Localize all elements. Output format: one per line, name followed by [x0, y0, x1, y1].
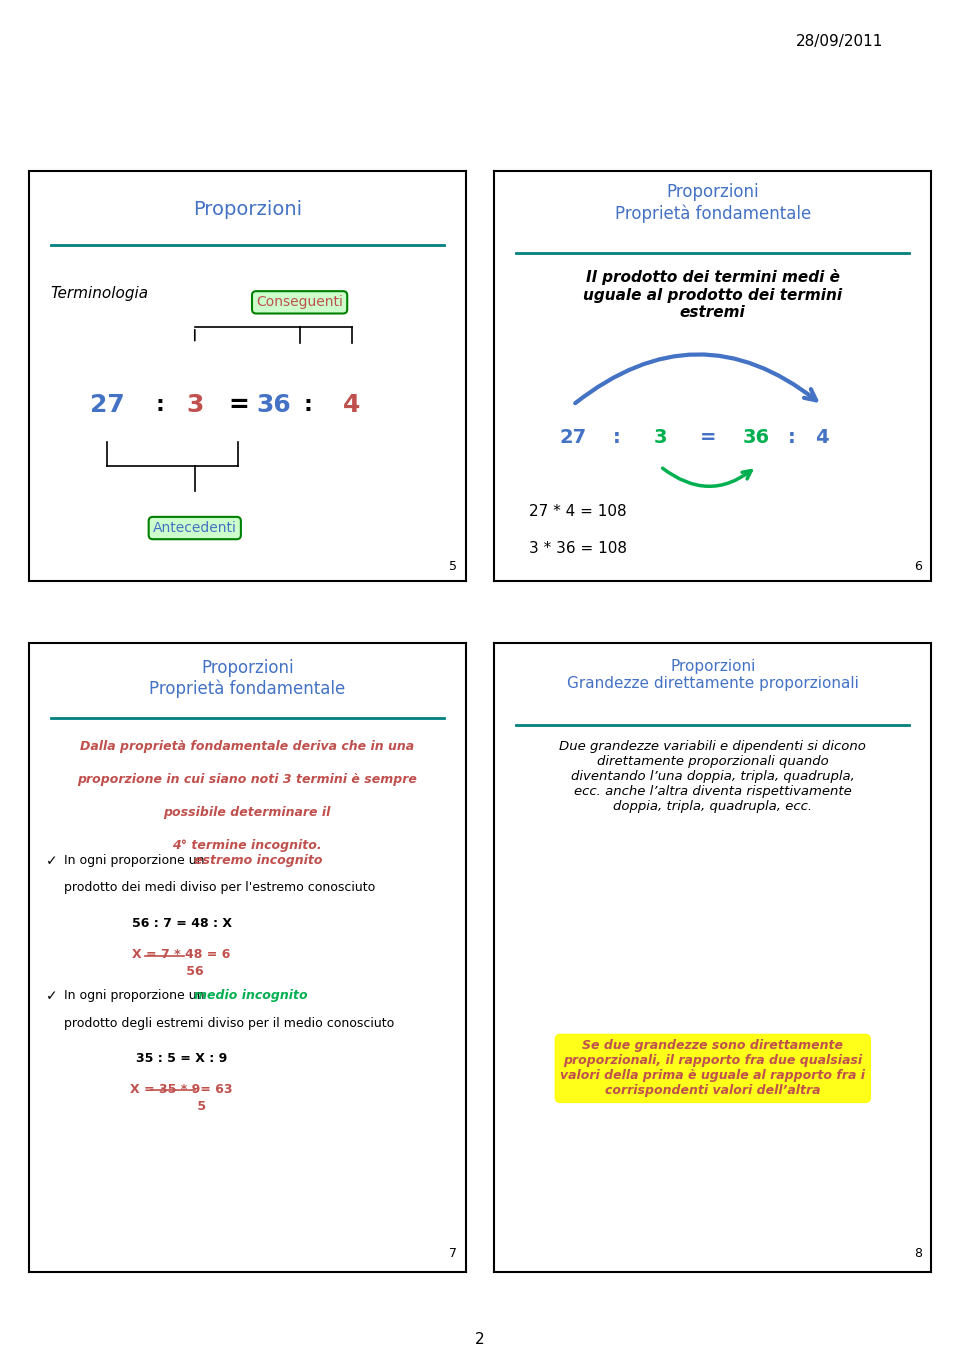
Text: :: : [156, 395, 164, 415]
Text: prodotto degli estremi diviso per il medio conosciuto: prodotto degli estremi diviso per il med… [63, 1018, 394, 1030]
Text: prodotto dei medi diviso per l'estremo conosciuto: prodotto dei medi diviso per l'estremo c… [63, 881, 375, 893]
Text: ✓: ✓ [46, 989, 58, 1003]
Text: Il prodotto dei termini medi è
uguale al prodotto dei termini
estremi: Il prodotto dei termini medi è uguale al… [584, 269, 842, 320]
Text: Proporzioni: Proporzioni [193, 200, 301, 219]
Text: =: = [700, 428, 717, 447]
Text: 3: 3 [186, 393, 204, 417]
Text: proporzione in cui siano noti 3 termini è sempre: proporzione in cui siano noti 3 termini … [77, 773, 418, 787]
Text: 3: 3 [654, 428, 667, 447]
Text: 27 * 4 = 108: 27 * 4 = 108 [529, 505, 627, 518]
Text: 56 : 7 = 48 : X: 56 : 7 = 48 : X [132, 917, 231, 930]
Text: estremo incognito: estremo incognito [194, 854, 323, 867]
Text: :: : [304, 395, 313, 415]
Text: 28/09/2011: 28/09/2011 [796, 34, 883, 49]
Text: 3 * 36 = 108: 3 * 36 = 108 [529, 542, 627, 555]
Text: 56: 56 [160, 966, 204, 978]
Text: 27: 27 [560, 428, 587, 447]
Text: 36: 36 [743, 428, 770, 447]
Text: Proporzioni
Proprietà fondamentale: Proporzioni Proprietà fondamentale [614, 183, 811, 223]
Text: 5: 5 [157, 1100, 205, 1114]
FancyArrowPatch shape [575, 354, 816, 404]
Text: =: = [228, 393, 249, 417]
Text: :: : [612, 428, 620, 447]
Text: 7: 7 [449, 1246, 457, 1260]
Text: 36: 36 [256, 393, 291, 417]
Text: possibile determinare il: possibile determinare il [163, 806, 331, 819]
Text: Terminologia: Terminologia [51, 286, 149, 301]
Text: 2: 2 [475, 1332, 485, 1347]
Text: Conseguenti: Conseguenti [256, 295, 343, 309]
Text: In ogni proporzione un: In ogni proporzione un [63, 989, 208, 1003]
Text: 5: 5 [449, 560, 457, 573]
Text: 4: 4 [815, 428, 828, 447]
Text: Se due grandezze sono direttamente
proporzionali, il rapporto fra due qualsiasi
: Se due grandezze sono direttamente propo… [561, 1040, 865, 1097]
Text: Antecedenti: Antecedenti [153, 521, 237, 535]
Text: 35 : 5 = X : 9: 35 : 5 = X : 9 [136, 1052, 228, 1066]
Text: :: : [787, 428, 795, 447]
Text: ✓: ✓ [46, 854, 58, 867]
Text: Due grandezze variabili e dipendenti si dicono
direttamente proporzionali quando: Due grandezze variabili e dipendenti si … [560, 740, 866, 814]
Text: X = 35 * 9= 63: X = 35 * 9= 63 [131, 1083, 233, 1097]
Text: X = 7 * 48 = 6: X = 7 * 48 = 6 [132, 948, 230, 962]
FancyArrowPatch shape [662, 468, 752, 486]
Text: In ogni proporzione un: In ogni proporzione un [63, 854, 208, 867]
Text: 4° termine incognito.: 4° termine incognito. [173, 839, 322, 852]
Text: 4: 4 [344, 393, 361, 417]
Text: 27: 27 [90, 393, 125, 417]
Text: Proporzioni
Grandezze direttamente proporzionali: Proporzioni Grandezze direttamente propo… [566, 658, 859, 691]
Text: medio incognito: medio incognito [194, 989, 308, 1003]
Text: Dalla proprietà fondamentale deriva che in una: Dalla proprietà fondamentale deriva che … [80, 740, 415, 754]
Text: 8: 8 [915, 1246, 923, 1260]
Text: Proporzioni
Proprietà fondamentale: Proporzioni Proprietà fondamentale [149, 658, 346, 698]
Text: 6: 6 [915, 560, 923, 573]
